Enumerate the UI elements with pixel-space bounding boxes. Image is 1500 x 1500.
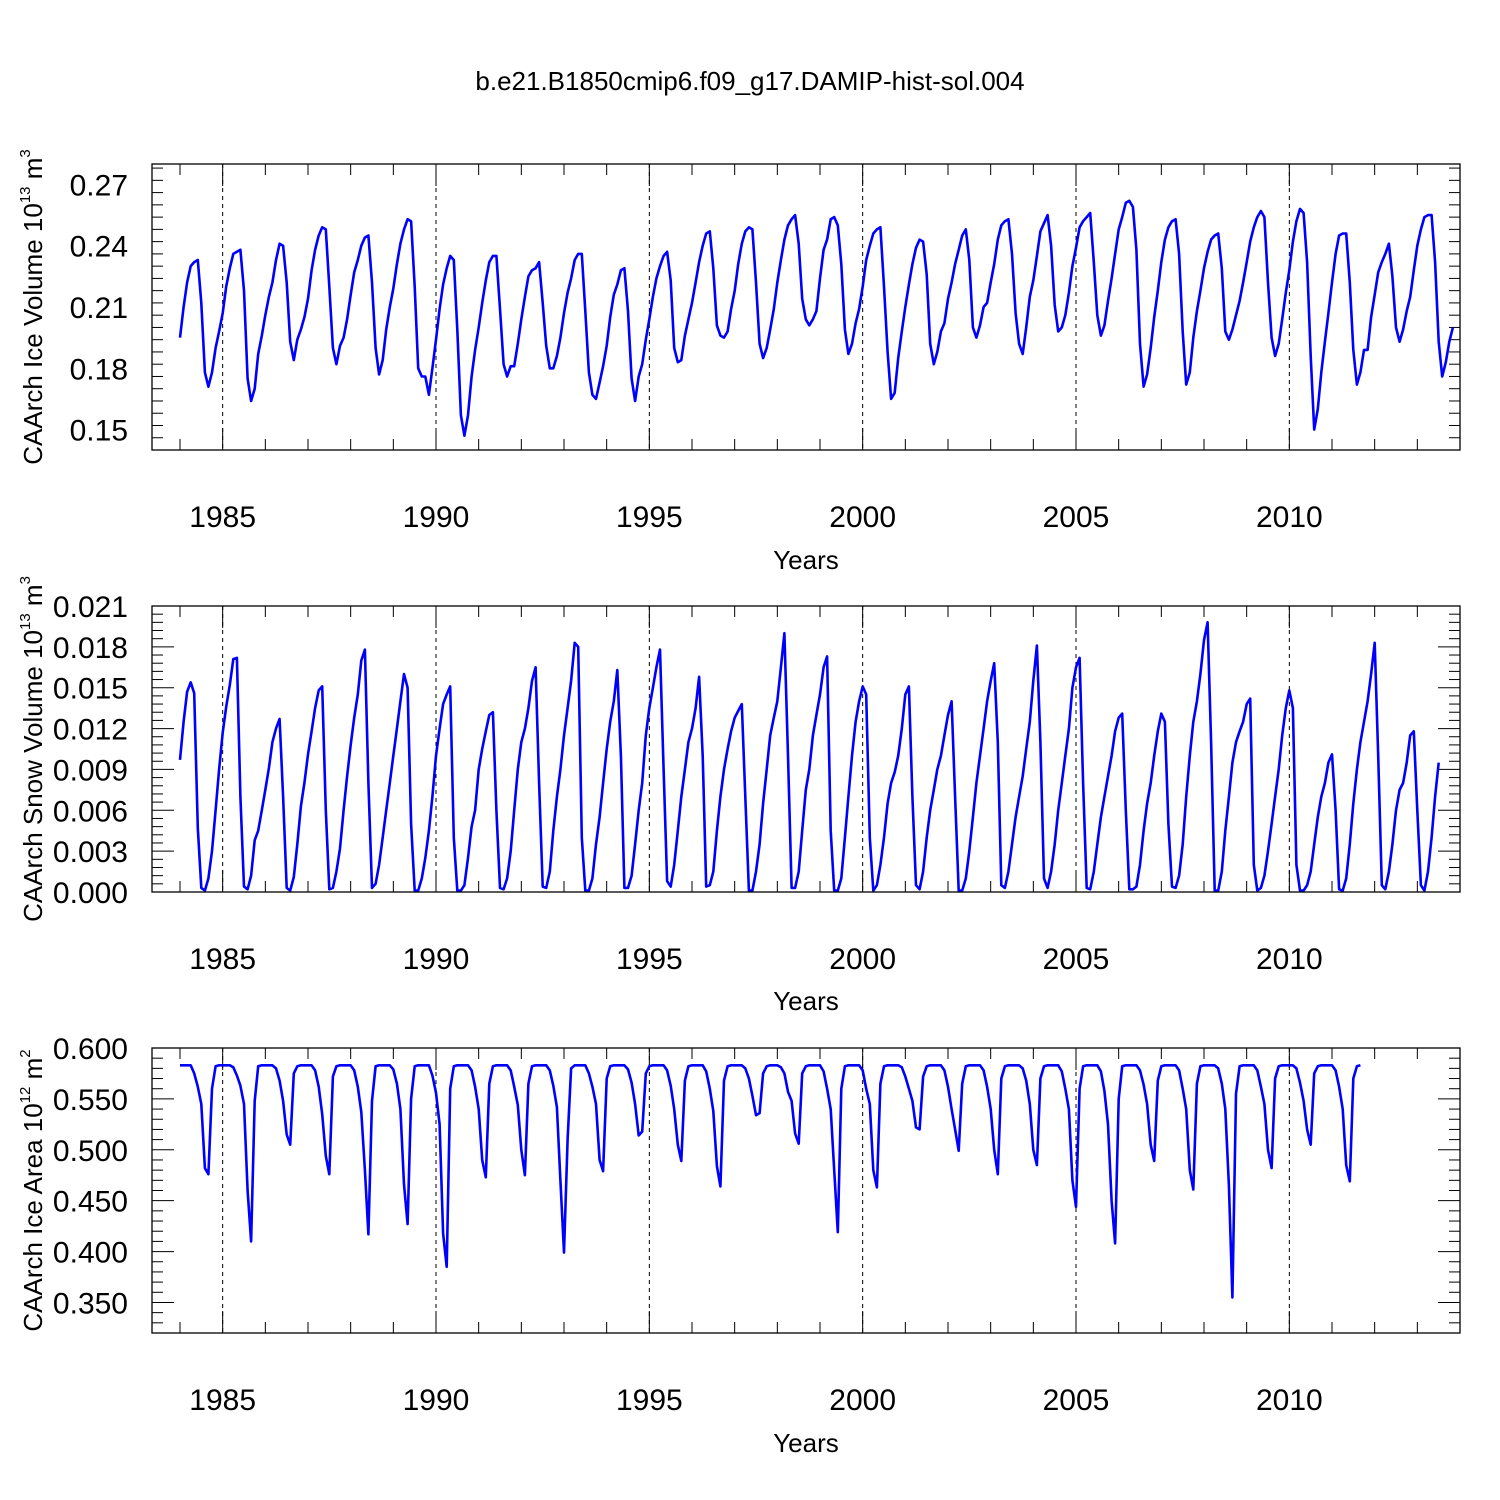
plot-frame bbox=[151, 163, 1461, 451]
series-line bbox=[178, 620, 1440, 892]
x-tick-label: 2000 bbox=[829, 501, 896, 534]
y-axis-title: CAArch Snow Volume 1013 m3 bbox=[17, 576, 48, 922]
series-line bbox=[180, 1064, 1361, 1299]
panel-1: 0.15 0.18 0.21 0.24 0.27 1985 1990 1995 2000 2005… bbox=[17, 149, 1461, 575]
x-tick-label: 1985 bbox=[189, 501, 256, 534]
chart-title: b.e21.B1850cmip6.f09_g17.DAMIP-hist-sol.… bbox=[475, 66, 1024, 96]
y-tick-label: 0.012 bbox=[53, 714, 128, 747]
x-tick-label: 1985 bbox=[189, 1384, 256, 1417]
plot-frame bbox=[151, 605, 1461, 893]
x-tick-label: 2005 bbox=[1043, 943, 1110, 976]
x-tick-label: 2000 bbox=[829, 943, 896, 976]
y-tick-label: 0.009 bbox=[53, 754, 128, 787]
y-axis-title-text: CAArch Ice Area 10 bbox=[18, 1103, 48, 1331]
x-tick-label: 2010 bbox=[1256, 501, 1323, 534]
x-tick-label: 1990 bbox=[403, 1384, 470, 1417]
y-tick-label: 0.600 bbox=[53, 1033, 128, 1066]
panel-3: 0.350 0.400 0.450 0.500 0.550 0.600 1985 1990 19… bbox=[17, 1033, 1461, 1458]
y-axis-title-exponent: 13 bbox=[17, 186, 34, 203]
x-tick-label: 2000 bbox=[829, 1384, 896, 1417]
x-tick-label: 2005 bbox=[1043, 501, 1110, 534]
y-tick-label: 0.018 bbox=[53, 632, 128, 665]
panel-2: 0.000 0.003 0.006 0.009 0.012 0.015 0.018 0.021… bbox=[17, 576, 1461, 1016]
x-tick-label: 1995 bbox=[616, 501, 683, 534]
y-tick-label: 0.27 bbox=[70, 169, 128, 202]
x-tick-label: 1995 bbox=[616, 1384, 683, 1417]
y-axis-title-unit: m bbox=[18, 584, 48, 613]
x-axis-title: Years bbox=[773, 1428, 839, 1458]
y-tick-label: 0.550 bbox=[53, 1084, 128, 1117]
y-axis-title-text: CAArch Snow Volume 10 bbox=[18, 630, 48, 922]
y-axis-title-unit: m bbox=[18, 1058, 48, 1087]
y-tick-label: 0.450 bbox=[53, 1186, 128, 1219]
y-tick-label: 0.400 bbox=[53, 1237, 128, 1270]
y-tick-label: 0.500 bbox=[53, 1135, 128, 1168]
y-axis-title-unit-exponent: 3 bbox=[17, 149, 34, 157]
x-tick-label: 2005 bbox=[1043, 1384, 1110, 1417]
x-tick-label: 2010 bbox=[1256, 943, 1323, 976]
y-tick-label: 0.21 bbox=[70, 292, 128, 325]
x-tick-label: 1985 bbox=[189, 943, 256, 976]
x-tick-label: 1995 bbox=[616, 943, 683, 976]
y-axis-title: CAArch Ice Volume 1013 m3 bbox=[17, 149, 48, 465]
y-axis-title-unit-exponent: 2 bbox=[17, 1049, 34, 1057]
plot-frame bbox=[151, 1047, 1461, 1334]
x-tick-label: 2010 bbox=[1256, 1384, 1323, 1417]
x-axis-title: Years bbox=[773, 545, 839, 575]
y-axis-title-unit-exponent: 3 bbox=[17, 576, 34, 584]
x-tick-label: 1990 bbox=[403, 501, 470, 534]
chart-panels: 0.15 0.18 0.21 0.24 0.27 1985 1990 1995 2000 2005… bbox=[17, 149, 1461, 1458]
y-tick-label: 0.015 bbox=[53, 673, 128, 706]
y-tick-label: 0.18 bbox=[70, 353, 128, 386]
x-tick-label: 1990 bbox=[403, 943, 470, 976]
y-axis-title-exponent: 12 bbox=[17, 1087, 34, 1104]
y-tick-label: 0.006 bbox=[53, 795, 128, 828]
y-axis-title: CAArch Ice Area 1012 m2 bbox=[17, 1049, 48, 1331]
y-tick-label: 0.24 bbox=[70, 231, 128, 264]
y-tick-label: 0.003 bbox=[53, 836, 128, 869]
y-tick-label: 0.15 bbox=[70, 415, 128, 448]
y-axis-title-exponent: 13 bbox=[17, 613, 34, 630]
y-axis-title-unit: m bbox=[18, 158, 48, 187]
series-line bbox=[178, 199, 1455, 438]
y-axis-title-text: CAArch Ice Volume 10 bbox=[18, 203, 48, 465]
y-tick-label: 0.021 bbox=[53, 591, 128, 624]
y-tick-label: 0.350 bbox=[53, 1287, 128, 1320]
x-axis-title: Years bbox=[773, 986, 839, 1016]
y-tick-label: 0.000 bbox=[53, 877, 128, 910]
